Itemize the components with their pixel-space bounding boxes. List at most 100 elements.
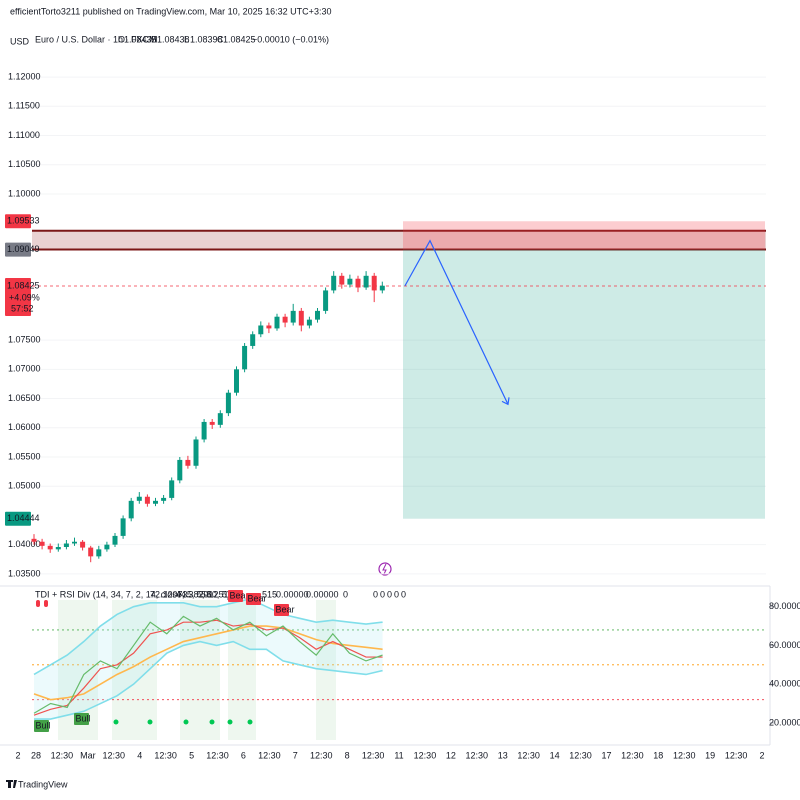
indicator-readout: 0 [401,589,406,599]
candle-body [72,541,77,544]
x-tick-label: 12:30 [569,750,592,760]
x-tick-label: 12:30 [414,750,437,760]
candle-body [323,290,329,311]
arrow-head [501,397,510,406]
signal-box [34,720,49,732]
indicator-readout: 0.00000 [276,589,309,599]
indicator-readout: 0 [387,589,392,599]
candle-body [201,421,207,440]
candle-body [47,545,53,550]
candle-body [250,334,256,346]
candle-body [169,480,175,498]
event-icon-bolt [382,563,387,575]
brand: TradingView [18,779,68,789]
candle-body [290,310,296,323]
x-tick-label: Mar [80,750,96,760]
indicator-line [34,640,383,720]
candle-body [128,500,134,519]
ohlc-value: 1.08425 [223,34,256,44]
signal-dot [183,719,189,725]
y-tick-label: 1.10500 [8,159,41,169]
candle-body [363,275,369,288]
candle-body [266,325,272,329]
candle-body [282,316,288,323]
candle-body [193,439,199,466]
x-tick-label: 12:30 [154,750,177,760]
x-tick-label: 12:30 [310,750,333,760]
indicator-y-label: 60.00000 [769,640,800,650]
signal-label: Bull [36,720,51,730]
indicator-title: TDI + RSI Div (14, 34, 7, 2, 14, close, … [35,589,230,599]
indicator-readout: 0 [373,589,378,599]
x-tick-label: 19 [705,750,715,760]
x-tick-label: 12:30 [673,750,696,760]
y-tick-label: 1.10000 [8,188,41,198]
y-tick-label: 1.12000 [8,71,41,81]
target-box [403,249,765,519]
indicator-line [33,615,383,714]
change: −0.00010 (−0.01%) [252,34,329,44]
indicator-line [33,625,383,701]
projection-arrow [404,239,509,405]
y-tick-label: 1.05000 [8,481,41,491]
candle-body [242,345,248,370]
candle-body [177,459,183,481]
x-tick-label: 13 [498,750,508,760]
x-tick-label: 12:30 [258,750,281,760]
x-tick-label: 12:30 [466,750,489,760]
price-badge-label: 1.04444 [7,513,40,523]
indicator-readout: 0 [343,589,348,599]
candle-body [315,310,320,320]
indicator-y-label: 40.00000 [769,679,800,689]
price-badge [5,214,31,229]
ohlc-key: H [151,34,158,44]
ohlc-value: 1.08435 [124,34,157,44]
x-tick-label: 7 [293,750,298,760]
indicator-readout: 0.00000 [306,589,339,599]
ohlc-key: C [217,34,224,44]
candle-body [88,547,94,557]
signal-box [274,604,289,616]
signal-label: Bear [248,593,267,603]
candle-body [63,543,69,548]
candle-body [136,496,142,501]
candle-body [217,413,223,425]
price-badge-label: 1.09049 [7,244,40,254]
candle-body [209,421,215,425]
x-tick-label: 4 [137,750,142,760]
candle-body [306,319,312,326]
signal-dot [227,719,233,725]
flag-markers [36,600,48,607]
y-tick-label: 1.11000 [8,130,40,140]
candle-body [347,278,353,285]
flag [44,600,48,607]
candle-body [144,496,150,504]
indicator-readout: 0 [394,589,399,599]
x-tick-label: 12:30 [725,750,748,760]
candle-body [39,541,45,546]
x-tick-label: 11 [394,750,403,760]
candle-body [153,500,158,504]
x-tick-label: 2 [15,750,20,760]
candle-body [120,518,126,536]
x-tick-label: 17 [601,750,611,760]
x-tick-label: 6 [241,750,246,760]
indicator-readout: 72.12073 [150,589,188,599]
signal-box [246,593,261,605]
y-tick-label: 1.06000 [8,422,41,432]
indicator-y-label: 20.00000 [769,717,800,727]
indicator-y-label: 80.00000 [769,601,800,611]
signal-dot [113,719,119,725]
signal-label: Bear [230,590,249,600]
candle-body [161,497,167,501]
candle-body [331,275,337,291]
x-tick-label: 12:30 [517,750,540,760]
signal-dot [209,719,215,725]
stop-box [403,221,765,250]
y-tick-label: 1.07000 [8,364,41,374]
indicator-readout: 44.38201 [176,589,214,599]
price-badge [5,511,31,526]
candle-body [298,310,304,326]
y-tick-label: 1.05500 [8,451,41,461]
price-badge-label: 1.09533 [7,216,40,226]
